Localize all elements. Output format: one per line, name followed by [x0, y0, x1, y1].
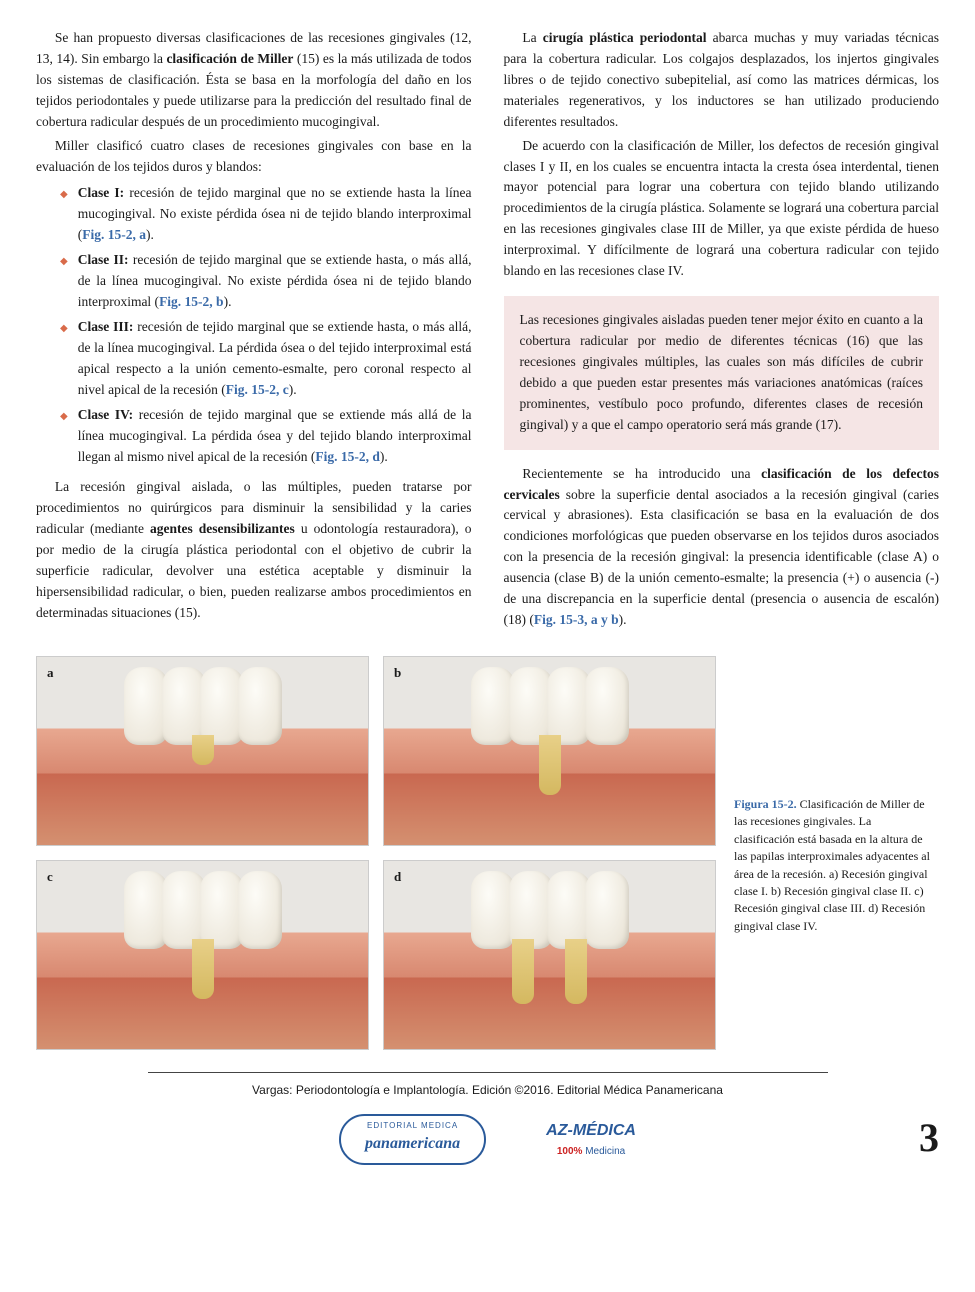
- panamericana-logo: EDITORIAL MEDICA panamericana: [339, 1114, 486, 1165]
- left-column: Se han propuesto diversas clasificacione…: [36, 28, 472, 634]
- figure-ref: Fig. 15-2, b: [159, 294, 224, 309]
- page-number: 3: [919, 1107, 939, 1169]
- footer: Vargas: Periodontología e Implantología.…: [36, 1072, 939, 1165]
- teeth-illustration: [127, 667, 279, 745]
- figure-caption: Figura 15-2. Clasificación de Miller de …: [734, 656, 934, 1050]
- paragraph: La recesión gingival aislada, o las múlt…: [36, 477, 472, 623]
- figure-panel-c: c: [36, 860, 369, 1050]
- list-item: ◆Clase II: recesión de tejido marginal q…: [36, 250, 472, 313]
- figure-panel-d: d: [383, 860, 716, 1050]
- root-icon: [192, 735, 214, 765]
- figure-ref: Fig. 15-2, a: [82, 227, 146, 242]
- figure-panel-a: a: [36, 656, 369, 846]
- az-medica-logo: AZ-MÉDICA 100% Medicina: [546, 1119, 636, 1159]
- teeth-illustration: [474, 871, 626, 949]
- list-item: ◆Clase IV: recesión de tejido marginal q…: [36, 405, 472, 468]
- root-icon: [539, 735, 561, 795]
- figure-ref: Fig. 15-2, c: [226, 382, 289, 397]
- teeth-illustration: [474, 667, 626, 745]
- bullet-icon: ◆: [60, 254, 68, 313]
- citation: Vargas: Periodontología e Implantología.…: [36, 1081, 939, 1100]
- figure-block: a b c d Figura 15-2. Clasificación de Mi…: [36, 656, 939, 1050]
- figure-panel-b: b: [383, 656, 716, 846]
- paragraph: La cirugía plástica periodontal abarca m…: [504, 28, 940, 133]
- text-columns: Se han propuesto diversas clasificacione…: [36, 28, 939, 634]
- teeth-illustration: [127, 871, 279, 949]
- root-icon: [192, 939, 214, 999]
- figure-ref: Fig. 15-2, d: [315, 449, 380, 464]
- root-icon: [512, 939, 534, 1004]
- figure-grid: a b c d: [36, 656, 716, 1050]
- figure-ref: Fig. 15-3, a y b: [534, 612, 619, 627]
- paragraph: Recientemente se ha introducido una clas…: [504, 464, 940, 631]
- bullet-icon: ◆: [60, 409, 68, 468]
- bullet-icon: ◆: [60, 187, 68, 246]
- bullet-icon: ◆: [60, 321, 68, 401]
- root-icon: [565, 939, 587, 1004]
- divider: [148, 1072, 828, 1073]
- callout-box: Las recesiones gingivales aisladas puede…: [504, 296, 940, 450]
- paragraph: Miller clasificó cuatro clases de recesi…: [36, 136, 472, 178]
- list-item: ◆Clase I: recesión de tejido marginal qu…: [36, 183, 472, 246]
- paragraph: Se han propuesto diversas clasificacione…: [36, 28, 472, 133]
- bullet-list: ◆Clase I: recesión de tejido marginal qu…: [36, 183, 472, 467]
- right-column: La cirugía plástica periodontal abarca m…: [504, 28, 940, 634]
- list-item: ◆Clase III: recesión de tejido marginal …: [36, 317, 472, 401]
- logo-row: EDITORIAL MEDICA panamericana AZ-MÉDICA …: [36, 1114, 939, 1165]
- paragraph: De acuerdo con la clasificación de Mille…: [504, 136, 940, 282]
